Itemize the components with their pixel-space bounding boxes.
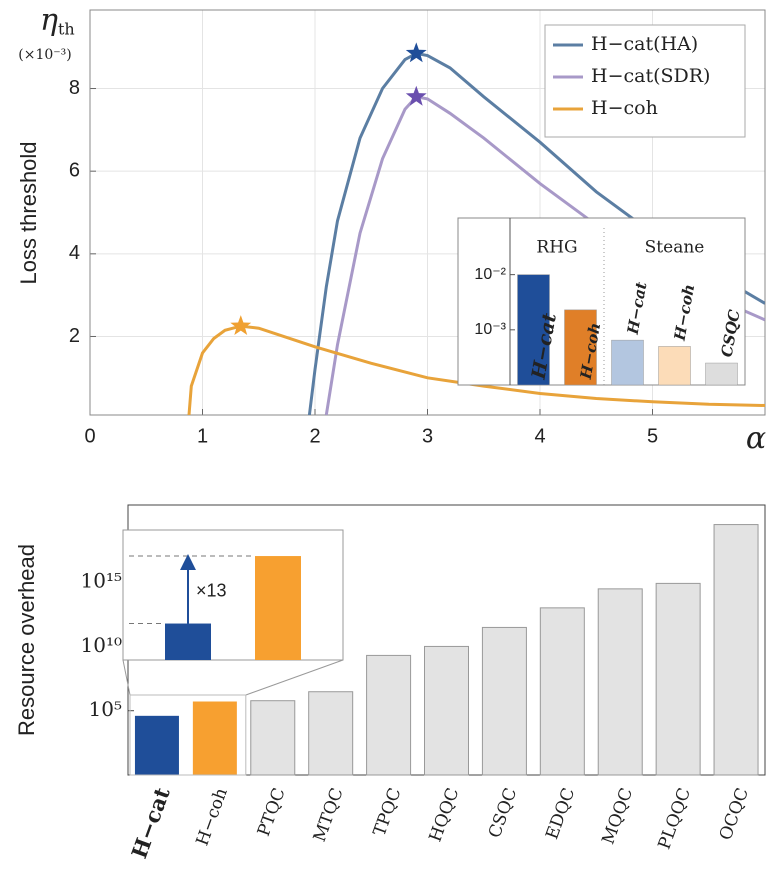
bar (192, 701, 237, 775)
legend-label: H−cat(HA) (591, 33, 698, 55)
x-tick-label: MTQC (310, 785, 348, 844)
x-tick-label: MQQC (598, 785, 637, 847)
x-tick-label: 0 (84, 425, 95, 447)
y-tick-label: 10¹⁵ (81, 569, 122, 593)
x-tick-label: 1 (197, 425, 208, 447)
inset-bar (165, 623, 211, 660)
bar (611, 339, 644, 386)
legend-label: H−coh (591, 97, 658, 119)
series-line (187, 324, 765, 415)
peak-marker (405, 85, 427, 106)
x-tick-label: CSQC (485, 785, 521, 840)
x-tick-label: 4 (534, 425, 545, 447)
x-tick-label: 3 (422, 425, 433, 447)
x-tick-label: HQQC (426, 785, 464, 844)
ratio-label: ×13 (196, 581, 227, 601)
group-label: RHG (536, 238, 577, 258)
y-tick-label: 2 (69, 325, 80, 347)
x-tick-label: TPQC (370, 785, 406, 839)
legend-label: H−cat(SDR) (591, 65, 710, 87)
y-tick-label: 10⁻² (474, 266, 506, 283)
zoom-region (129, 694, 247, 776)
y-axis-label: Loss threshold (16, 141, 41, 284)
x-tick-label: H−coh (193, 785, 232, 848)
bar (658, 346, 691, 386)
x-tick-label: 2 (309, 425, 320, 447)
x-tick-label: H−cat (126, 784, 175, 862)
bar (308, 691, 354, 776)
x-tick-label: EDQC (542, 785, 579, 842)
bar (517, 274, 550, 386)
peak-marker (405, 42, 427, 63)
zoom-line (245, 659, 344, 696)
bar (424, 645, 469, 776)
bar (481, 626, 527, 776)
bar (713, 524, 759, 776)
y-symbol-sub: th (58, 20, 75, 39)
bar (705, 362, 738, 386)
y-tick-label: 10¹⁰ (81, 633, 122, 657)
y-tick-label: 8 (69, 77, 80, 99)
inset-bar (255, 556, 301, 660)
y-tick-label: 4 (69, 242, 80, 264)
y-symbol: η (40, 3, 58, 38)
bar (655, 582, 701, 776)
peak-marker (230, 315, 252, 335)
inset-frame (122, 529, 344, 661)
bar (250, 700, 296, 776)
x-axis-label: α (746, 421, 766, 456)
x-tick-label: OCQC (716, 785, 753, 842)
y-scale-note: (×10⁻³) (18, 47, 71, 63)
series-line (307, 51, 765, 415)
y-tick-label: 6 (69, 159, 80, 181)
x-tick-label: PTQC (254, 785, 290, 839)
group-label: Steane (645, 238, 705, 258)
bar (366, 654, 412, 776)
bar (134, 715, 179, 775)
y-tick-label: 10⁻³ (474, 321, 506, 338)
x-tick-label: 5 (647, 425, 658, 447)
plot-frame (89, 9, 766, 416)
y-axis-label: Resource overhead (14, 544, 39, 736)
x-tick-label: PLQQC (655, 785, 696, 852)
inset-frame (457, 217, 746, 386)
y-tick-label: 10⁵ (89, 697, 122, 721)
bar (597, 588, 643, 776)
bar (539, 607, 585, 776)
zoom-line (122, 659, 131, 696)
bar (564, 309, 597, 386)
